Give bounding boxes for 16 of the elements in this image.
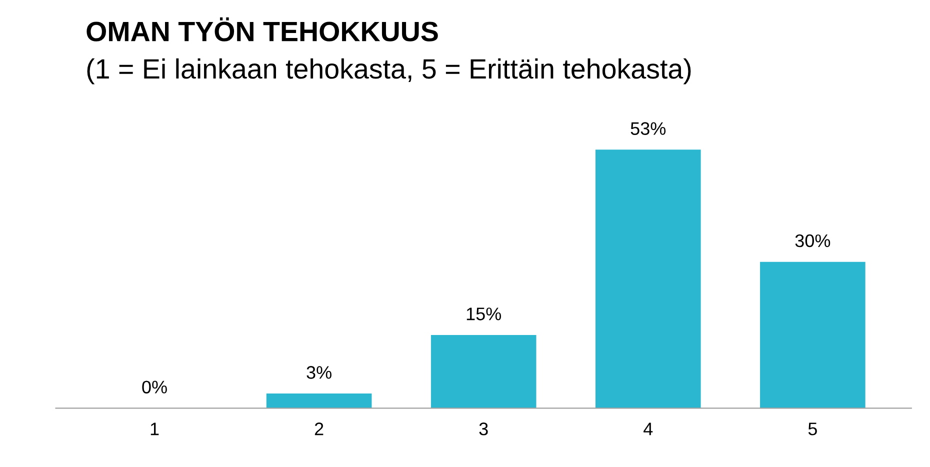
data-label: 30% — [795, 234, 830, 248]
chart-title: OMAN TYÖN TEHOKKUUS — [86, 17, 438, 42]
bar — [266, 394, 372, 408]
data-label: 0% — [142, 380, 167, 394]
data-label: 15% — [466, 308, 502, 320]
x-tick-label: 3 — [479, 422, 488, 436]
chart-subtitle: (1 = Ei lainkaan tehokasta, 5 = Erittäin tehokasta) — [87, 58, 691, 84]
x-tick-label: 5 — [808, 422, 817, 436]
x-tick-label: 4 — [644, 422, 653, 436]
data-label: 3% — [306, 366, 332, 379]
bar — [595, 150, 701, 408]
x-tick-label: 2 — [314, 422, 324, 436]
x-tick-label: 1 — [150, 422, 159, 436]
bar — [430, 334, 536, 408]
bar — [760, 262, 866, 408]
data-label: 53% — [630, 122, 666, 135]
